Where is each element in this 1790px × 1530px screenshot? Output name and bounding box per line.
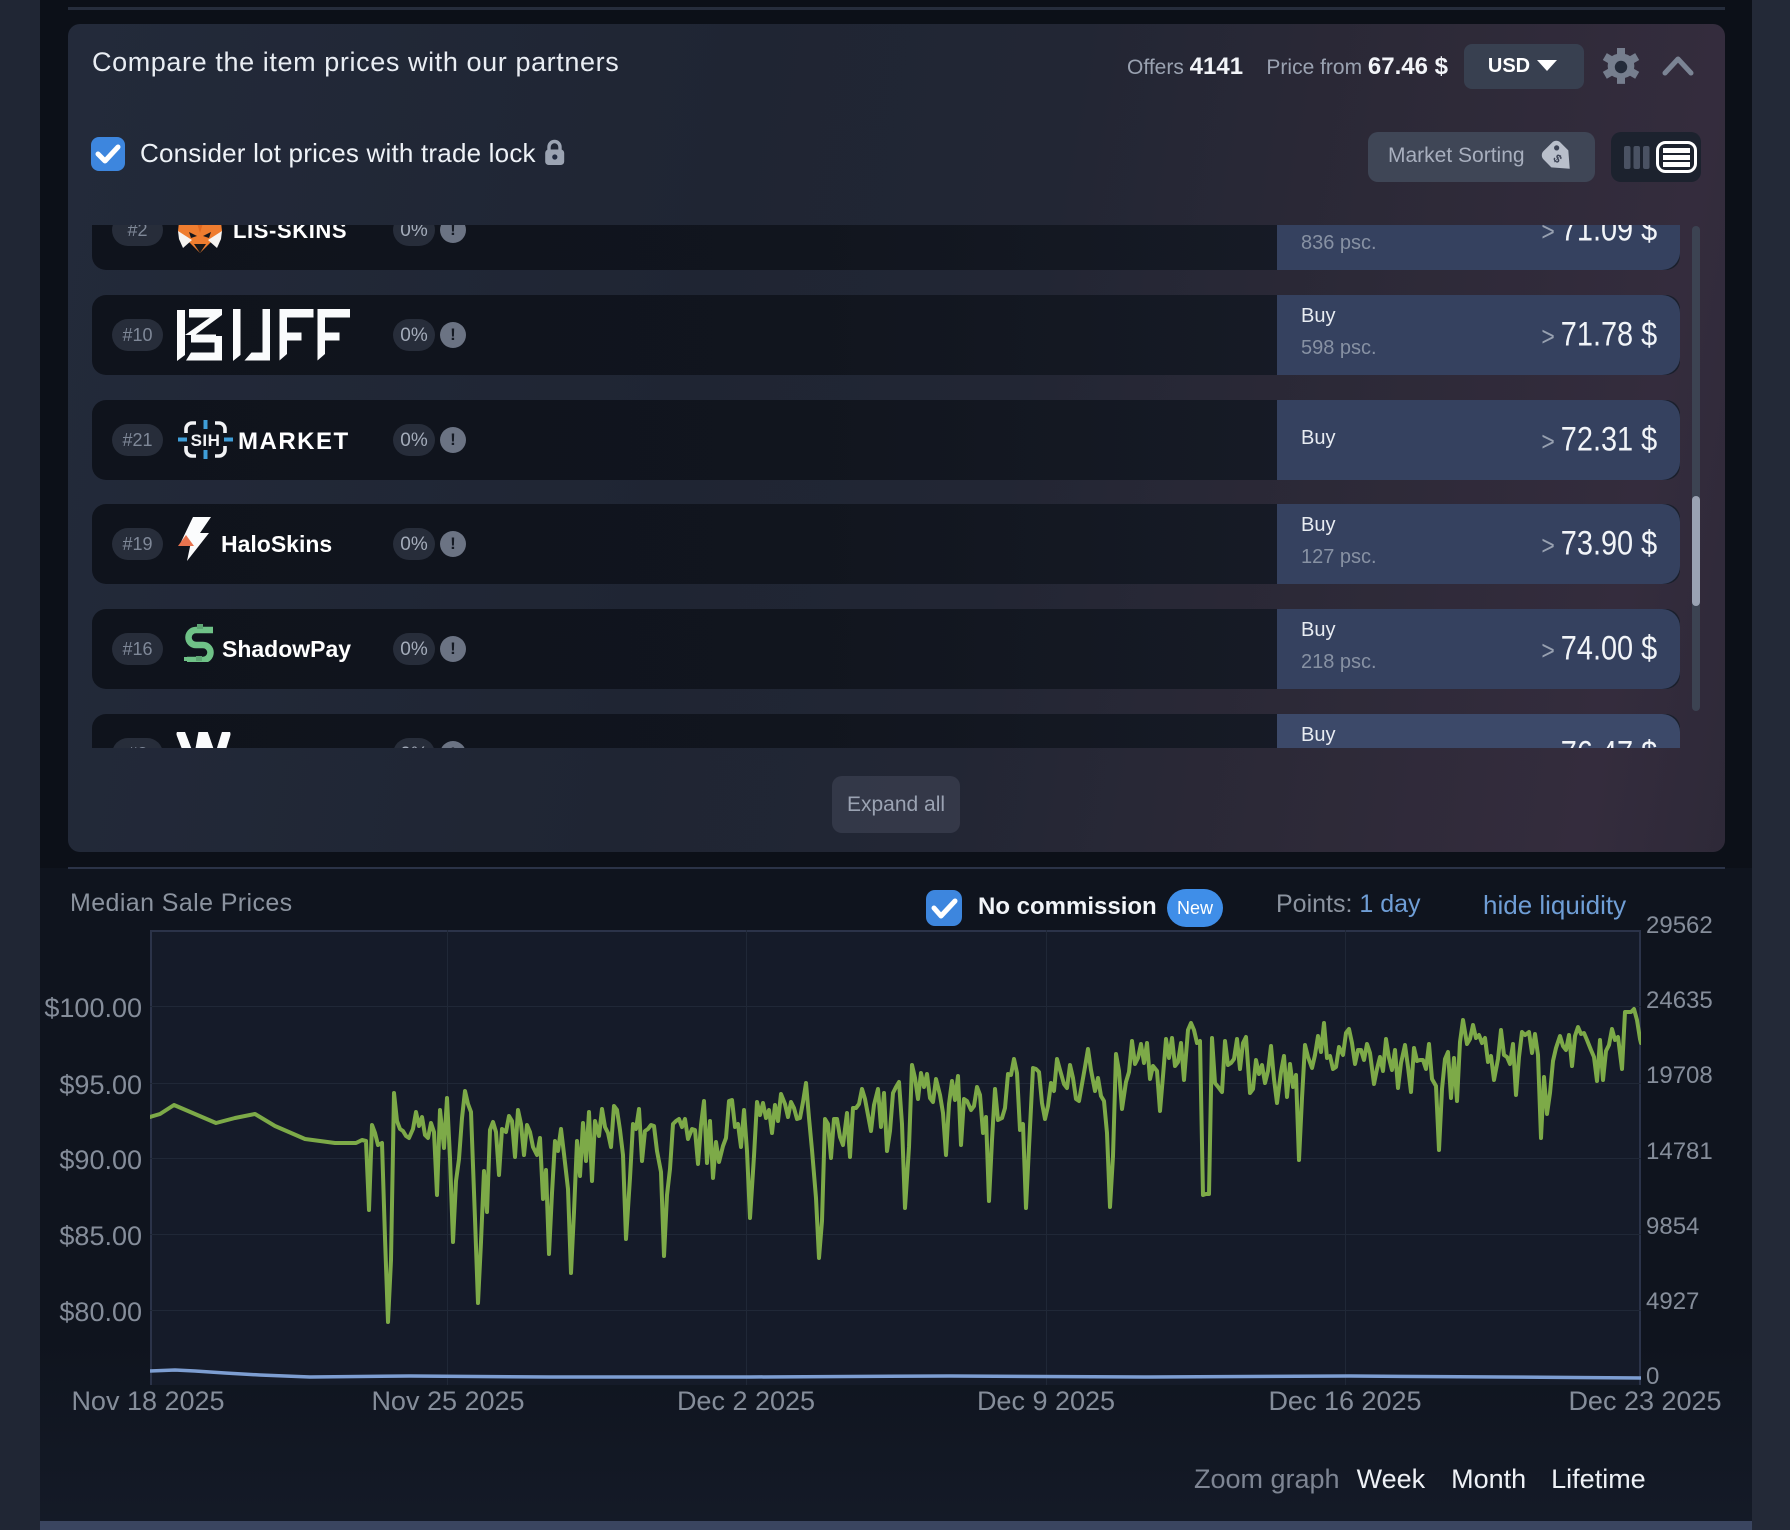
svg-text:SIH: SIH: [191, 431, 221, 450]
